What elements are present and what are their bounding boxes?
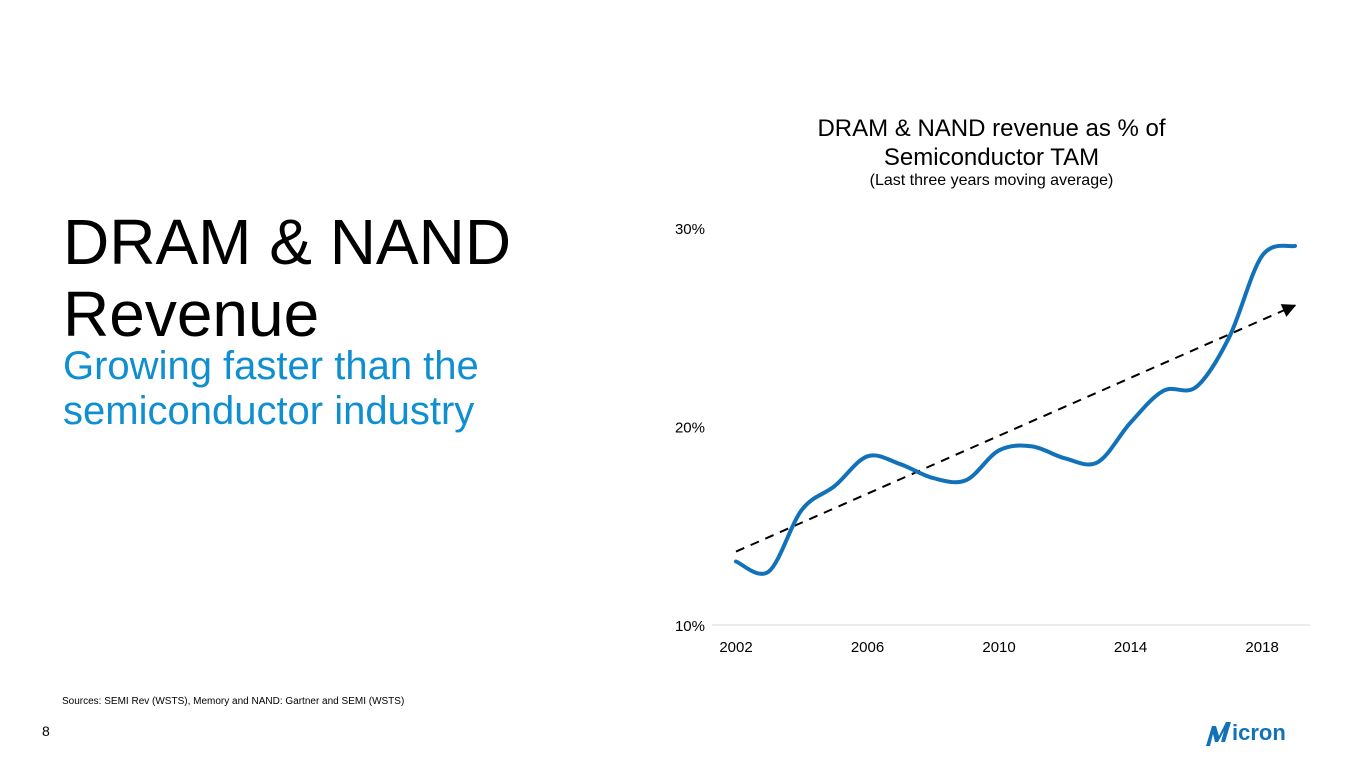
trend-line [735,304,1297,553]
page-number: 8 [42,723,50,739]
slide-title: DRAM & NAND Revenue [63,206,511,350]
slide-title-line-2: Revenue [63,278,320,350]
x-tick-label: 2006 [851,639,884,656]
y-tick-label: 20% [675,420,705,437]
slide-title-line-1: DRAM & NAND [63,206,512,278]
micron-logo: icron [1206,720,1286,746]
series-line [734,243,1297,576]
x-tick-label: 2018 [1245,639,1278,656]
slide-subtitle: Growing faster than the semiconductor in… [63,344,479,434]
y-tick-label: 10% [675,618,705,635]
y-tick-label: 30% [675,221,705,238]
slide-subtitle-line-1: Growing faster than the [63,344,479,388]
chart-title-line-2: Semiconductor TAM [883,144,1100,171]
sources-footnote: Sources: SEMI Rev (WSTS), Memory and NAN… [62,696,405,707]
chart-title-line-1: DRAM & NAND revenue as % of [817,115,1166,142]
x-tick-label: 2002 [719,639,752,656]
slide-subtitle-line-2: semiconductor industry [63,389,475,433]
x-tick-label: 2010 [982,639,1015,656]
chart-subtitle: (Last three years moving average) [869,172,1114,189]
chart-title: DRAM & NAND revenue as % of Semiconducto… [770,114,1213,172]
svg-text:icron: icron [1232,720,1286,745]
x-tick-label: 2014 [1114,639,1147,656]
